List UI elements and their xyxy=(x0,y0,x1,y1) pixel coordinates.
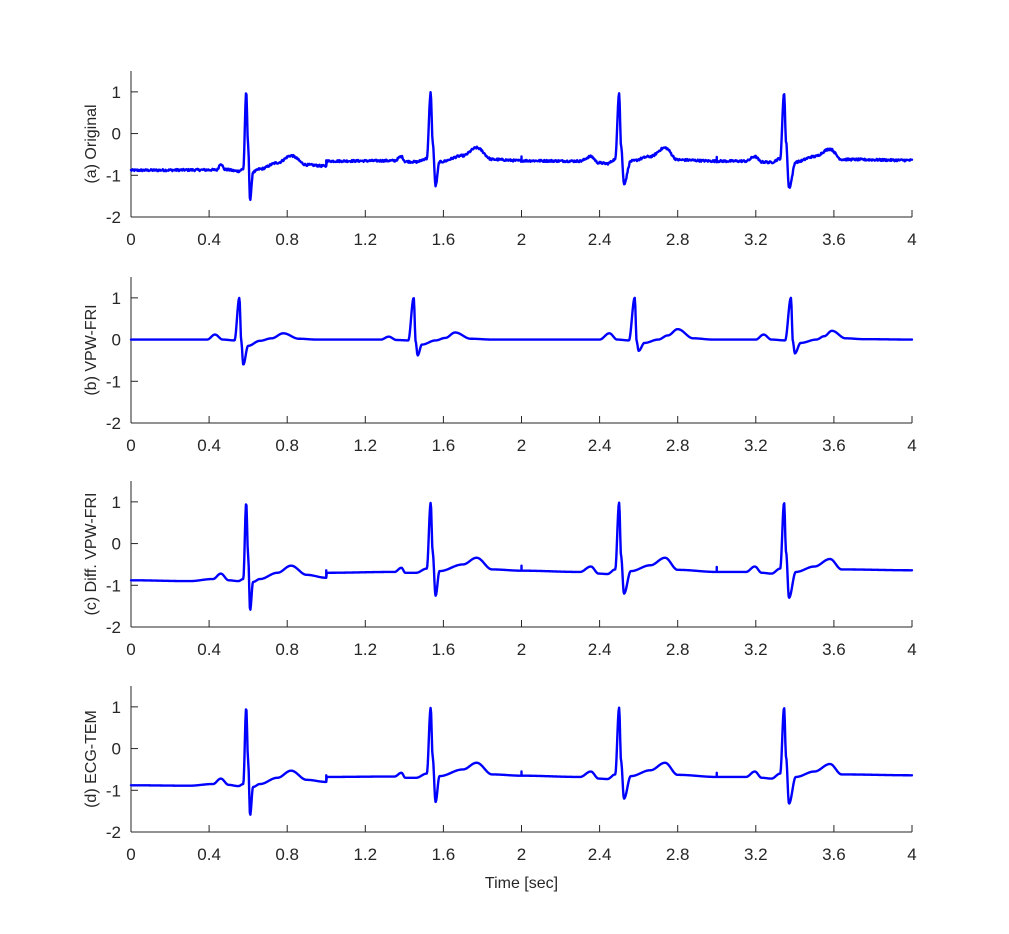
x-tick-label: 2 xyxy=(517,230,526,249)
x-tick-label: 1.2 xyxy=(353,436,377,455)
x-tick-label: 2.8 xyxy=(666,230,690,249)
x-tick-label: 1.6 xyxy=(432,436,456,455)
y-tick-label: 0 xyxy=(112,125,121,144)
y-tick-label: -1 xyxy=(106,781,121,800)
x-tick-label: 4 xyxy=(907,845,916,864)
x-tick-label: 0 xyxy=(126,640,135,659)
x-tick-label: 0.4 xyxy=(197,436,221,455)
x-tick-label: 1.2 xyxy=(353,845,377,864)
x-tick-label: 2.4 xyxy=(588,230,612,249)
y-tick-label: 0 xyxy=(112,535,121,554)
series-line-2 xyxy=(129,296,914,366)
y-tick-label: 1 xyxy=(112,698,121,717)
x-tick-label: 0.4 xyxy=(197,230,221,249)
x-tick-label: 2.4 xyxy=(588,845,612,864)
series-line-4 xyxy=(129,706,914,816)
x-tick-label: 2 xyxy=(517,845,526,864)
x-tick-label: 3.6 xyxy=(822,230,846,249)
x-tick-label: 3.2 xyxy=(744,640,768,659)
x-tick-label: 0.4 xyxy=(197,640,221,659)
y-tick-label: 1 xyxy=(112,83,121,102)
x-tick-label: 0.8 xyxy=(275,845,299,864)
y-axis-label: (b) VPW-FRI xyxy=(83,304,100,395)
y-tick-label: 0 xyxy=(112,331,121,350)
x-tick-label: 3.2 xyxy=(744,436,768,455)
y-tick-label: -2 xyxy=(106,618,121,637)
y-tick-label: -2 xyxy=(106,208,121,227)
x-tick-label: 1.6 xyxy=(432,640,456,659)
x-tick-label: 0 xyxy=(126,436,135,455)
y-tick-label: 1 xyxy=(112,289,121,308)
x-tick-label: 3.6 xyxy=(822,640,846,659)
y-axis-label: (a) Original xyxy=(83,104,100,183)
x-tick-label: 0.8 xyxy=(275,436,299,455)
x-tick-label: 0.4 xyxy=(197,845,221,864)
x-tick-label: 0 xyxy=(126,230,135,249)
x-axis-label: Time [sec] xyxy=(485,875,558,892)
y-tick-label: -2 xyxy=(106,823,121,842)
x-tick-label: 2.8 xyxy=(666,640,690,659)
x-tick-label: 2 xyxy=(517,436,526,455)
series-line-1 xyxy=(129,91,914,202)
y-axis-label: (c) Diff. VPW-FRI xyxy=(83,493,100,616)
x-tick-label: 2.8 xyxy=(666,845,690,864)
y-tick-label: -1 xyxy=(106,166,121,185)
x-tick-label: 1.6 xyxy=(432,230,456,249)
x-tick-label: 3.6 xyxy=(822,436,846,455)
x-tick-label: 0.8 xyxy=(275,640,299,659)
x-tick-label: 1.2 xyxy=(353,230,377,249)
x-tick-label: 3.6 xyxy=(822,845,846,864)
x-tick-label: 1.6 xyxy=(432,845,456,864)
x-tick-label: 2.8 xyxy=(666,436,690,455)
x-tick-label: 4 xyxy=(907,640,916,659)
x-tick-label: 4 xyxy=(907,230,916,249)
x-tick-label: 0 xyxy=(126,845,135,864)
x-tick-label: 1.2 xyxy=(353,640,377,659)
y-tick-label: -1 xyxy=(106,576,121,595)
series-line-3 xyxy=(129,501,914,611)
y-tick-label: -1 xyxy=(106,372,121,391)
x-tick-label: 2 xyxy=(517,640,526,659)
y-axis-label: (d) ECG-TEM xyxy=(83,710,100,808)
x-tick-label: 3.2 xyxy=(744,845,768,864)
y-tick-label: 1 xyxy=(112,493,121,512)
x-tick-label: 2.4 xyxy=(588,436,612,455)
x-tick-label: 4 xyxy=(907,436,916,455)
x-tick-label: 0.8 xyxy=(275,230,299,249)
y-tick-label: -2 xyxy=(106,414,121,433)
x-tick-label: 2.4 xyxy=(588,640,612,659)
y-tick-label: 0 xyxy=(112,740,121,759)
x-tick-label: 3.2 xyxy=(744,230,768,249)
